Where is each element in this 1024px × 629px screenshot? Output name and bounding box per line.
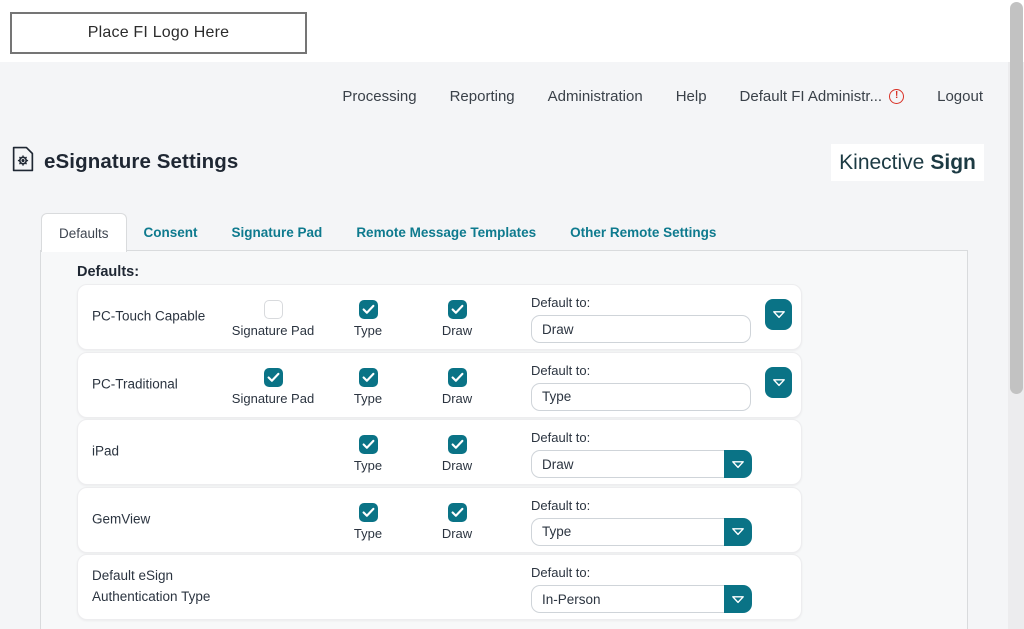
defaults-row-ipad: iPad Type Draw Default to:	[77, 419, 802, 485]
checkbox-type[interactable]	[358, 300, 378, 319]
defaults-panel: Defaults: PC-Touch Capable Signature Pad T…	[40, 250, 968, 629]
checkbox-signature-pad[interactable]	[263, 300, 283, 319]
checkbox-label: Draw	[441, 458, 473, 473]
default-to-input[interactable]	[531, 517, 724, 546]
page-title-row: eSignature Settings	[12, 146, 238, 177]
fi-logo-text: Place FI Logo Here	[87, 24, 230, 41]
tab-signature-pad[interactable]: Signature Pad	[231, 224, 323, 240]
tab-other-remote-settings[interactable]: Other Remote Settings	[570, 224, 717, 240]
default-to-label: Default to:	[531, 430, 591, 445]
nav-logout[interactable]: Logout	[937, 87, 983, 105]
default-to-block: Default to:	[531, 430, 752, 478]
checkbox-label: Signature Pad	[231, 390, 315, 406]
nav-administration[interactable]: Administration	[547, 87, 643, 105]
default-to-input[interactable]	[531, 585, 724, 613]
checkbox-type[interactable]	[358, 435, 378, 454]
chevron-down-icon[interactable]	[724, 585, 752, 613]
defaults-row-pc-touch-capable: PC-Touch Capable Signature Pad Type Draw Def…	[77, 284, 802, 350]
default-to-block: Default to:	[531, 565, 752, 613]
section-heading: Defaults:	[77, 264, 140, 280]
checkbox-label: Draw	[441, 323, 473, 338]
checkbox-draw[interactable]	[447, 502, 467, 522]
checkbox-group-draw: Draw	[397, 300, 517, 338]
checkbox-label: Signature Pad	[231, 323, 315, 338]
default-to-label: Default to:	[531, 362, 591, 378]
default-to-label: Default to:	[531, 497, 591, 513]
brand-logo: Kinective Sign	[831, 144, 984, 181]
checkbox-group-draw: Draw	[397, 367, 517, 406]
page-title: eSignature Settings	[44, 149, 239, 173]
checkbox-label: Type	[353, 458, 383, 473]
nav-help[interactable]: Help	[675, 87, 707, 105]
nav-reporting[interactable]: Reporting	[449, 87, 515, 105]
tab-bar: Defaults Consent Signature Pad Remote Me…	[41, 213, 733, 252]
device-label: iPad	[92, 443, 120, 459]
default-to-input[interactable]	[531, 450, 724, 478]
device-label: PC-Traditional	[92, 376, 178, 392]
defaults-rows: PC-Touch Capable Signature Pad Type Draw Def…	[77, 284, 802, 622]
checkbox-draw[interactable]	[447, 435, 467, 454]
scrollbar-thumb[interactable]	[1009, 2, 1023, 394]
brand-product: Sign	[930, 150, 976, 174]
chevron-down-icon[interactable]	[765, 299, 792, 330]
defaults-row-default-esign-authentication-type: Default eSign Authentication Type Default…	[77, 554, 802, 620]
tab-remote-message-templates[interactable]: Remote Message Templates	[356, 224, 537, 240]
device-label: GemView	[92, 511, 151, 527]
checkbox-label: Type	[353, 390, 383, 406]
checkbox-signature-pad[interactable]	[263, 367, 283, 387]
tab-defaults[interactable]: Defaults	[41, 213, 127, 252]
top-bar: Place FI Logo Here	[0, 0, 1024, 62]
default-to-input[interactable]	[531, 382, 751, 411]
main-nav: Processing Reporting Administration Help…	[0, 62, 1008, 130]
document-gear-icon	[12, 146, 34, 177]
chevron-down-icon[interactable]	[724, 517, 752, 546]
default-to-block: Default to:	[531, 295, 751, 343]
checkbox-group-signature-pad: Signature Pad	[213, 367, 333, 406]
checkbox-group-draw: Draw	[397, 502, 517, 541]
defaults-row-gemview: GemView Type Draw Default to:	[77, 486, 802, 553]
checkbox-label: Type	[353, 323, 383, 338]
nav-user-label: Default FI Administr...	[739, 87, 883, 105]
nav-processing[interactable]: Processing	[342, 87, 417, 105]
tab-consent[interactable]: Consent	[143, 224, 198, 240]
checkbox-group-type: Type	[308, 435, 428, 473]
default-to-label: Default to:	[531, 295, 591, 310]
device-label: Default eSign Authentication Type	[92, 568, 211, 604]
checkbox-type[interactable]	[358, 502, 378, 522]
chevron-down-icon[interactable]	[765, 366, 792, 398]
device-label: PC-Touch Capable	[92, 308, 206, 324]
checkbox-label: Draw	[441, 525, 473, 541]
checkbox-group-draw: Draw	[397, 435, 517, 473]
defaults-row-pc-traditional: PC-Traditional Signature Pad Type Draw Defau…	[77, 351, 802, 418]
checkbox-draw[interactable]	[447, 300, 467, 319]
checkbox-group-type: Type	[308, 367, 428, 406]
checkbox-type[interactable]	[358, 367, 378, 387]
default-to-block: Default to:	[531, 363, 751, 411]
default-to-label: Default to:	[531, 565, 591, 580]
warning-icon: !	[889, 88, 905, 104]
checkbox-group-type: Type	[308, 502, 428, 541]
nav-user-menu[interactable]: Default FI Administr... !	[740, 88, 905, 105]
default-to-block: Default to:	[531, 498, 752, 546]
default-to-input[interactable]	[531, 315, 751, 343]
checkbox-label: Type	[353, 525, 383, 541]
brand-name: Kinective	[839, 150, 925, 174]
chevron-down-icon[interactable]	[724, 450, 752, 478]
fi-logo-placeholder: Place FI Logo Here	[10, 12, 307, 54]
checkbox-group-type: Type	[308, 300, 428, 338]
checkbox-label: Draw	[441, 390, 473, 406]
checkbox-draw[interactable]	[447, 367, 467, 387]
checkbox-group-signature-pad: Signature Pad	[213, 300, 333, 338]
